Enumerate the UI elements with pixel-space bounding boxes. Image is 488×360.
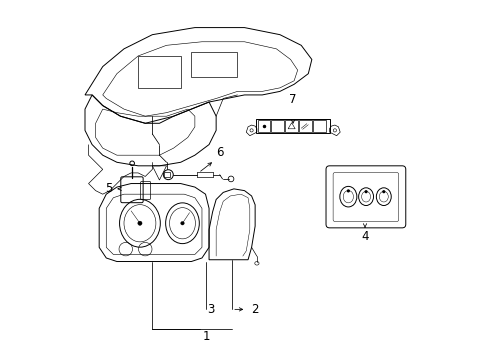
Bar [257,120,270,132]
Bar [271,120,284,132]
Bar [312,120,325,132]
Text: 3: 3 [207,303,215,316]
Bar [163,172,170,177]
Bar [256,119,329,133]
Ellipse shape [347,190,348,192]
Ellipse shape [382,191,384,193]
Text: 5: 5 [105,183,112,195]
Text: 1: 1 [202,329,210,343]
Text: 7: 7 [289,93,296,105]
Ellipse shape [181,221,184,225]
Text: 2: 2 [250,303,258,316]
Bar [299,120,311,132]
Bar [138,56,181,88]
Bar [285,120,297,132]
Text: 6: 6 [216,146,223,159]
Ellipse shape [138,221,142,225]
Ellipse shape [365,191,366,193]
Bar [191,53,237,77]
Text: 4: 4 [361,230,368,243]
